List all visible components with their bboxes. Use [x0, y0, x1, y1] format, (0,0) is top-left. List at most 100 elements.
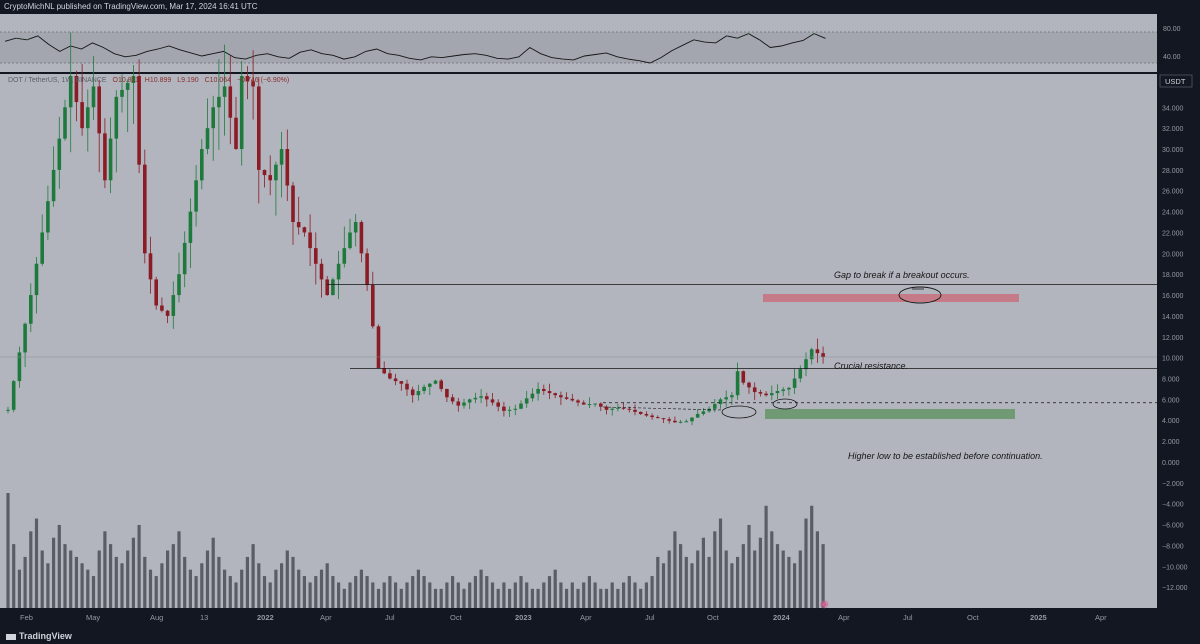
candle-body [46, 201, 50, 233]
resistance-zone [763, 294, 1019, 302]
candle-body [456, 401, 461, 406]
candle-body [148, 253, 153, 280]
volume-bar [86, 569, 90, 608]
volume-bar [445, 582, 449, 608]
volume-bar [97, 550, 101, 608]
candle-body [80, 102, 84, 129]
volume-bar [240, 569, 244, 608]
candle-body [11, 381, 16, 410]
volume-bar [274, 569, 278, 608]
volume-bar [690, 563, 694, 608]
candle-body [63, 107, 67, 139]
candle-body [34, 263, 39, 296]
currency-button-box[interactable] [1159, 74, 1193, 88]
candle-body [798, 369, 803, 379]
candle-body [154, 279, 158, 306]
candle-body [536, 388, 540, 394]
candle-body [348, 232, 352, 249]
candle-body [644, 413, 649, 416]
candle-body [23, 323, 27, 353]
volume-bar [576, 588, 580, 608]
candle-body [707, 408, 711, 412]
volume-bar [285, 550, 289, 608]
footer: TradingView [0, 628, 1200, 644]
candle-body [701, 411, 706, 414]
legend-open: O10.811 [112, 77, 139, 84]
volume-bar [331, 576, 335, 608]
publish-line: CryptoMichNL published on TradingView.co… [0, 0, 1200, 14]
candle-body [752, 387, 757, 393]
candle-body [758, 392, 763, 394]
time-tick-label: Apr [838, 613, 850, 622]
price-tick-label: −6.000 [1162, 523, 1184, 530]
volume-bar [297, 569, 301, 608]
volume-bar [468, 582, 472, 608]
tradingview-logo[interactable]: TradingView [6, 628, 72, 644]
volume-bar [302, 576, 306, 608]
price-tick-label: −10.000 [1162, 564, 1188, 571]
candle-body [787, 387, 791, 390]
candle-body [57, 138, 62, 170]
candle-body [467, 399, 472, 403]
candle-body [735, 371, 740, 396]
candle-body [160, 305, 164, 311]
volume-bar [131, 537, 135, 608]
candle-body [621, 407, 626, 409]
candle-body [593, 403, 597, 405]
candle-body [678, 421, 683, 423]
candle-body [547, 391, 552, 394]
candle-body [103, 133, 107, 181]
price-axis[interactable] [1157, 14, 1200, 608]
time-tick-label: Apr [1095, 613, 1107, 622]
candle-body [177, 274, 181, 296]
candle-body [730, 395, 734, 398]
volume-bar [411, 576, 415, 608]
volume-bar [433, 588, 438, 608]
price-tick-label: 4.000 [1162, 418, 1180, 425]
candle-body [120, 89, 124, 97]
volume-bar [262, 576, 267, 608]
candle-body [462, 402, 466, 406]
volume-bar [747, 524, 751, 608]
timeframe-icon[interactable]: ◉ [820, 599, 829, 610]
volume-bar [673, 531, 677, 608]
volume-bar [508, 588, 512, 608]
volume-bar [684, 556, 688, 608]
time-tick-label: 2022 [257, 613, 274, 622]
volume-bar [724, 550, 728, 608]
candle-body [684, 421, 689, 423]
time-tick-label: Feb [20, 613, 33, 622]
volume-bar [257, 563, 261, 608]
volume-bar [667, 550, 671, 608]
support-zone [765, 409, 1015, 419]
candle-body [319, 263, 324, 280]
volume-bar [160, 563, 164, 608]
volume-bar [114, 556, 118, 608]
volume-bar [205, 550, 210, 608]
volume-bar [633, 582, 637, 608]
currency-button[interactable]: USDT [1165, 77, 1186, 86]
price-tick-label: 30.000 [1162, 147, 1184, 154]
time-axis[interactable] [0, 608, 1157, 622]
candle-body [274, 164, 278, 181]
candle-body [416, 391, 421, 396]
candle-body [200, 149, 204, 181]
candle-body [741, 371, 746, 383]
time-tick-label: 2025 [1030, 613, 1047, 622]
candle-body [519, 403, 523, 409]
candle-body [473, 397, 478, 400]
price-tick-label: 0.000 [1162, 460, 1180, 467]
volume-bar [616, 588, 620, 608]
volume-bar [382, 582, 386, 608]
candle-body [108, 138, 113, 181]
volume-bar [52, 537, 56, 608]
annotation-gap: Gap to break if a breakout occurs. [834, 270, 970, 280]
price-tick-label: 10.000 [1162, 356, 1184, 363]
volume-bar [137, 524, 141, 608]
time-tick-label: Jul [385, 613, 395, 622]
time-tick-label: Apr [580, 613, 592, 622]
candle-body [29, 295, 33, 324]
volume-bar [223, 569, 227, 608]
time-tick-label: Jul [903, 613, 913, 622]
